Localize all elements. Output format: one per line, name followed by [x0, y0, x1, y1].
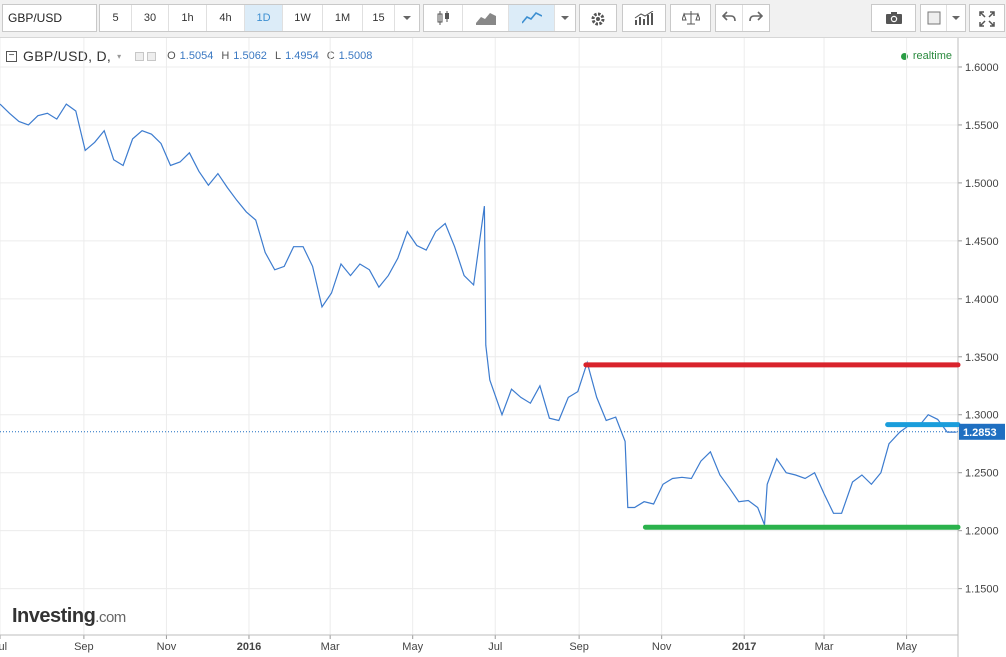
redo-button[interactable]: [743, 5, 769, 31]
fullscreen-icon: [979, 11, 995, 27]
template-group: [920, 4, 966, 32]
interval-group: 5 30 1h 4h 1D 1W 1M 15: [99, 4, 420, 32]
undo-button[interactable]: [716, 5, 743, 31]
interval-15[interactable]: 15: [363, 5, 395, 31]
chart-legend-header: − GBP/USD, D, ▾ O 1.5054 H 1.5062 L 1.49…: [6, 47, 372, 65]
y-tick-label: 1.4500: [965, 236, 999, 248]
indicators-button[interactable]: [623, 5, 665, 31]
open-label: O: [167, 50, 176, 62]
compare-group: [670, 4, 711, 32]
price-series-line: [0, 103, 957, 526]
x-tick-label: Mar: [815, 641, 834, 653]
x-tick-label: Sep: [569, 641, 589, 653]
open-value: 1.5054: [179, 50, 214, 62]
y-tick-label: 1.2500: [965, 468, 999, 480]
template-icon: [927, 11, 940, 25]
symbol-input[interactable]: GBP/USD: [2, 4, 97, 32]
fullscreen-button[interactable]: [970, 5, 1004, 31]
y-tick-label: 1.5000: [965, 178, 999, 190]
y-tick-label: 1.3500: [965, 352, 999, 364]
status-dot-icon: [900, 52, 908, 60]
template-dropdown[interactable]: [947, 5, 965, 31]
interval-30[interactable]: 30: [132, 5, 169, 31]
y-tick-label: 1.1500: [965, 584, 999, 596]
investing-logo: Investing.com: [12, 605, 126, 628]
indicators-icon: [634, 11, 654, 25]
low-value: 1.4954: [285, 50, 319, 62]
area-chart-icon: [475, 13, 496, 25]
x-tick-label: Sep: [74, 641, 94, 653]
settings-button[interactable]: [580, 5, 616, 31]
line-chart-icon: [521, 12, 542, 24]
settings-group: [579, 4, 617, 32]
fullscreen-group: [969, 4, 1005, 32]
logo-text: Investing: [12, 605, 96, 627]
chart-toolbar: GBP/USD 5 30 1h 4h 1D 1W 1M 15: [0, 0, 1006, 38]
area-chart-button[interactable]: [463, 5, 509, 31]
chevron-down-icon[interactable]: ▾: [117, 51, 122, 61]
collapse-button[interactable]: −: [6, 50, 17, 62]
close-label: C: [326, 50, 335, 62]
y-tick-label: 1.2000: [965, 526, 999, 538]
realtime-status: realtime: [900, 50, 952, 62]
x-tick-label: Nov: [652, 641, 672, 653]
chart-type-dropdown[interactable]: [555, 5, 575, 31]
snapshot-button[interactable]: [872, 5, 915, 31]
interval-5[interactable]: 5: [100, 5, 132, 31]
high-value: 1.5062: [233, 50, 267, 62]
camera-icon: [885, 12, 902, 24]
candlestick-icon: [437, 11, 449, 25]
compare-icon: [681, 11, 700, 25]
x-tick-label: May: [402, 641, 423, 653]
settings-icon[interactable]: [147, 51, 157, 61]
y-tick-label: 1.4000: [965, 294, 999, 306]
y-tick-label: 1.5500: [965, 120, 999, 132]
logo-suffix: .com: [95, 609, 126, 626]
interval-1d[interactable]: 1D: [245, 5, 283, 31]
undo-icon: [722, 11, 736, 22]
low-label: L: [274, 50, 282, 62]
snapshot-group: [871, 4, 916, 32]
interval-1w[interactable]: 1W: [283, 5, 323, 31]
price-chart[interactable]: 1.1500 1.2000 1.2500 1.3000 1.3500 1.4000 1.45…: [0, 38, 1006, 657]
realtime-label: realtime: [912, 50, 952, 62]
interval-1m[interactable]: 1M: [323, 5, 363, 31]
line-chart-button[interactable]: [509, 5, 555, 31]
interval-1h[interactable]: 1h: [169, 5, 207, 31]
interval-4h[interactable]: 4h: [207, 5, 245, 31]
x-tick-label: Jul: [0, 641, 7, 653]
x-tick-label: 2017: [732, 641, 756, 653]
chart-title: GBP/USD, D,: [23, 48, 112, 64]
candlestick-button[interactable]: [424, 5, 463, 31]
x-tick-label: Mar: [321, 641, 340, 653]
chevron-down-icon: [952, 16, 960, 20]
compare-button[interactable]: [671, 5, 710, 31]
last-price-label: 1.2853: [963, 427, 997, 439]
last-price-tag: [959, 423, 1005, 440]
settings-icon: [591, 12, 605, 26]
history-group: [715, 4, 770, 32]
eye-icon[interactable]: [135, 51, 145, 61]
y-tick-label: 1.3000: [965, 410, 999, 422]
close-value: 1.5008: [338, 50, 373, 62]
x-tick-label: 2016: [237, 641, 261, 653]
interval-dropdown[interactable]: [395, 5, 419, 31]
x-tick-label: Jul: [488, 641, 502, 653]
indicators-group: [622, 4, 666, 32]
x-tick-label: Nov: [157, 641, 177, 653]
template-button[interactable]: [921, 5, 947, 31]
chevron-down-icon: [403, 16, 411, 20]
y-tick-label: 1.6000: [965, 62, 999, 74]
chart-type-group: [423, 4, 576, 32]
chevron-down-icon: [561, 16, 569, 20]
x-tick-label: May: [896, 641, 917, 653]
high-label: H: [221, 50, 230, 62]
redo-icon: [749, 11, 763, 22]
